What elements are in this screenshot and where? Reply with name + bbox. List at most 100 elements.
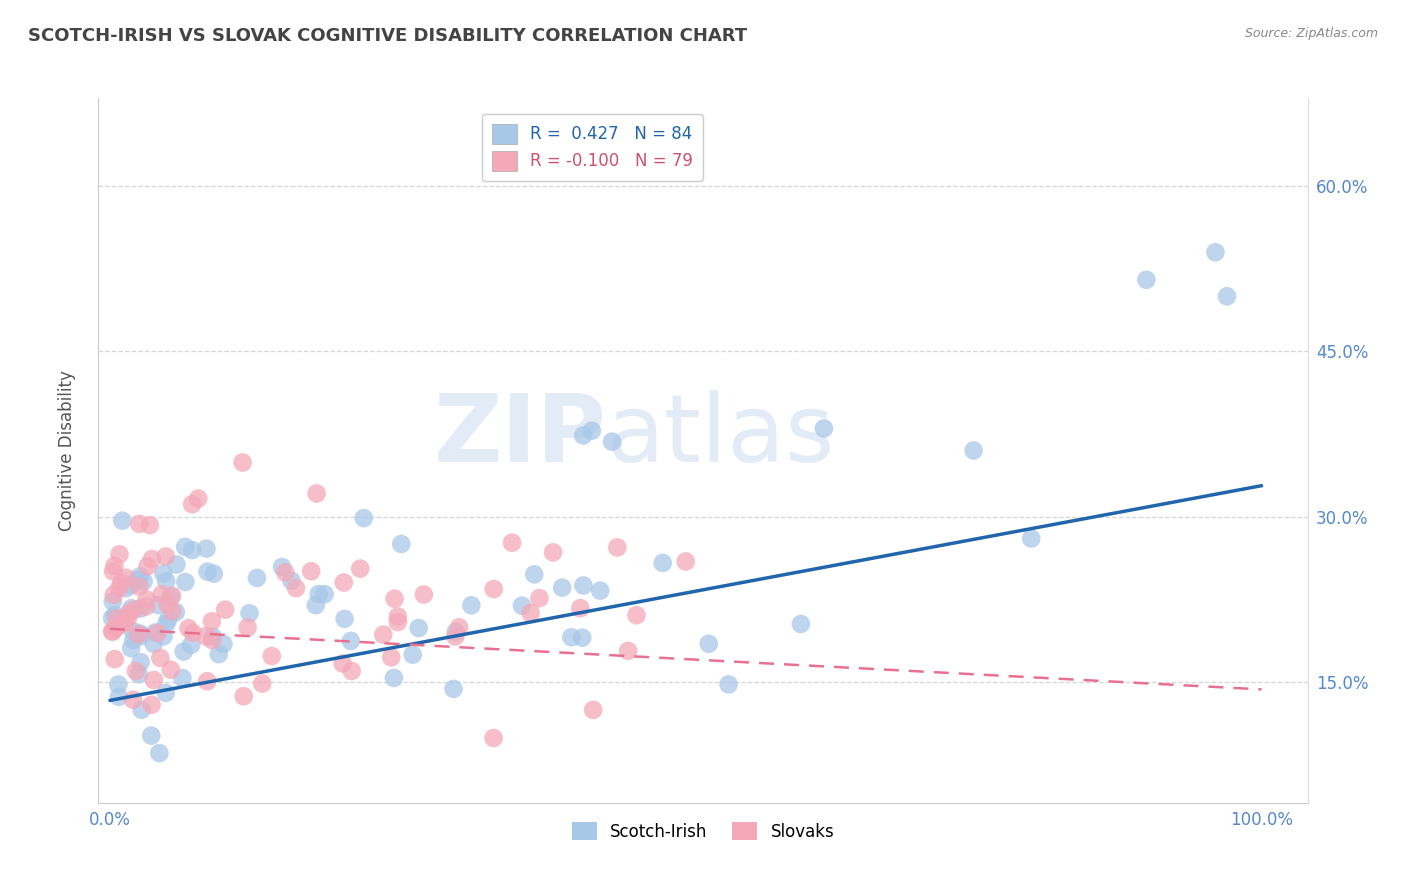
Point	[387, 615, 409, 629]
Point	[146, 625, 169, 640]
Point	[510, 599, 533, 613]
Legend: Scotch-Irish, Slovaks: Scotch-Irish, Slovaks	[565, 816, 841, 847]
Point	[114, 581, 136, 595]
Point	[181, 497, 204, 511]
Point	[412, 587, 434, 601]
Point	[128, 667, 150, 681]
Point	[101, 624, 124, 638]
Point	[600, 434, 623, 449]
Text: atlas: atlas	[606, 391, 835, 483]
Point	[174, 574, 197, 589]
Point	[141, 729, 163, 743]
Text: ZIP: ZIP	[433, 391, 606, 483]
Point	[353, 511, 375, 525]
Point	[260, 648, 283, 663]
Point	[152, 566, 174, 581]
Point	[129, 569, 152, 583]
Point	[333, 575, 356, 590]
Point	[155, 549, 177, 564]
Text: SCOTCH-IRISH VS SLOVAK COGNITIVE DISABILITY CORRELATION CHART: SCOTCH-IRISH VS SLOVAK COGNITIVE DISABIL…	[28, 27, 747, 45]
Point	[202, 566, 225, 581]
Point	[103, 588, 125, 602]
Point	[108, 690, 131, 704]
Point	[108, 581, 131, 595]
Point	[571, 631, 593, 645]
Point	[569, 601, 592, 615]
Point	[238, 606, 260, 620]
Point	[104, 652, 127, 666]
Point	[131, 703, 153, 717]
Point	[120, 641, 142, 656]
Point	[606, 541, 628, 555]
Point	[107, 677, 129, 691]
Point	[162, 604, 184, 618]
Point	[128, 579, 150, 593]
Point	[523, 567, 546, 582]
Point	[380, 650, 402, 665]
Point	[212, 637, 235, 651]
Point	[127, 573, 149, 587]
Point	[111, 616, 134, 631]
Point	[444, 630, 467, 644]
Point	[232, 456, 254, 470]
Point	[962, 443, 984, 458]
Point	[208, 647, 231, 661]
Point	[149, 651, 172, 665]
Point	[129, 626, 152, 640]
Point	[142, 637, 165, 651]
Point	[373, 627, 395, 641]
Point	[280, 574, 302, 588]
Point	[118, 606, 141, 620]
Point	[572, 578, 595, 592]
Point	[187, 491, 209, 506]
Point	[128, 516, 150, 531]
Point	[150, 587, 173, 601]
Point	[482, 731, 505, 745]
Point	[305, 598, 328, 612]
Point	[389, 537, 412, 551]
Point	[129, 601, 152, 615]
Point	[155, 686, 177, 700]
Point	[101, 565, 124, 579]
Point	[408, 621, 430, 635]
Point	[139, 518, 162, 533]
Point	[460, 599, 482, 613]
Point	[332, 657, 354, 671]
Point	[101, 594, 124, 608]
Point	[122, 632, 145, 647]
Point	[108, 547, 131, 561]
Point	[129, 655, 152, 669]
Point	[143, 625, 166, 640]
Point	[131, 629, 153, 643]
Point	[122, 692, 145, 706]
Point	[132, 574, 155, 589]
Point	[305, 486, 328, 500]
Point	[581, 424, 603, 438]
Point	[159, 663, 181, 677]
Point	[122, 624, 145, 639]
Point	[1204, 245, 1226, 260]
Point	[274, 566, 297, 580]
Point	[1019, 532, 1042, 546]
Point	[675, 554, 697, 568]
Point	[117, 611, 139, 625]
Point	[626, 608, 648, 623]
Point	[165, 558, 187, 572]
Point	[349, 561, 371, 575]
Point	[1216, 289, 1239, 303]
Text: Source: ZipAtlas.com: Source: ZipAtlas.com	[1244, 27, 1378, 40]
Point	[1135, 273, 1157, 287]
Point	[246, 571, 269, 585]
Point	[156, 597, 179, 611]
Point	[482, 582, 505, 596]
Point	[172, 671, 194, 685]
Point	[159, 590, 181, 604]
Point	[444, 624, 467, 639]
Point	[114, 571, 136, 585]
Point	[165, 605, 187, 619]
Point	[201, 630, 224, 644]
Point	[128, 627, 150, 641]
Point	[142, 673, 165, 687]
Point	[236, 620, 259, 634]
Point	[197, 565, 219, 579]
